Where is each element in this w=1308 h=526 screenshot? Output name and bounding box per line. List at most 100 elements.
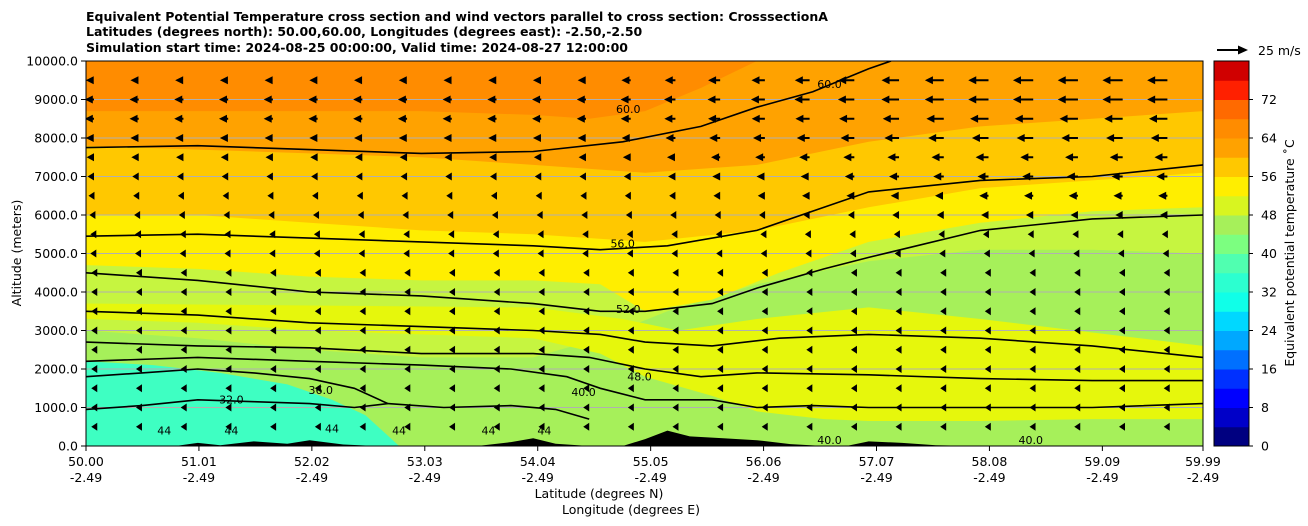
wind-arrow — [91, 268, 98, 277]
wind-arrow — [1073, 249, 1080, 258]
contour-label: 44 — [482, 424, 496, 437]
wind-arrow — [404, 288, 411, 296]
wind-arrow — [984, 422, 991, 431]
wind-arrow — [445, 172, 452, 181]
wind-arrow — [133, 191, 140, 200]
wind-arrow — [583, 403, 590, 412]
wind-arrow — [839, 114, 855, 123]
wind-arrow — [86, 114, 94, 123]
wind-arrow — [225, 326, 232, 335]
wind-arrow — [358, 249, 365, 258]
wind-arrow — [984, 326, 991, 335]
wind-arrow — [672, 422, 679, 431]
wind-arrow — [493, 288, 500, 296]
wind-arrow — [1012, 95, 1034, 104]
wind-arrow — [672, 403, 679, 412]
wind-arrow — [353, 95, 363, 104]
wind-arrow — [354, 153, 363, 162]
wind-arrow — [134, 211, 141, 219]
wind-arrow — [840, 134, 855, 142]
colorbar-segment — [1214, 369, 1249, 389]
wind-arrow — [672, 365, 679, 373]
wind-arrow — [794, 76, 810, 85]
chart-title-line-3: Simulation start time: 2024-08-25 00:00:… — [86, 40, 628, 55]
colorbar-tick-label: 40 — [1261, 246, 1277, 261]
wind-arrow — [583, 326, 590, 335]
x-tick-label-lat: 50.00 — [68, 454, 104, 469]
wind-arrow — [86, 95, 94, 104]
wind-arrow — [583, 288, 590, 296]
wind-arrow — [538, 403, 545, 412]
wind-arrow — [627, 384, 634, 393]
wind-arrow — [449, 326, 456, 335]
wind-arrow — [449, 365, 456, 373]
wind-arrow — [448, 249, 455, 258]
wind-arrow — [761, 384, 768, 393]
wind-arrow — [404, 326, 411, 335]
wind-arrow — [624, 191, 631, 200]
wind-arrow — [982, 230, 989, 239]
wind-arrow — [86, 134, 94, 142]
y-tick-label: 2000.0 — [34, 362, 78, 377]
wind-arrow — [577, 76, 586, 85]
contour-60.0 — [86, 61, 892, 155]
wind-arrow — [1074, 268, 1081, 277]
wind-arrow — [761, 326, 768, 335]
wind-arrow — [269, 249, 276, 258]
wind-arrow — [314, 422, 321, 431]
wind-arrow — [627, 365, 634, 373]
wind-arrow — [576, 95, 586, 104]
wind-arrow — [446, 191, 453, 200]
wind-arrow — [449, 403, 456, 412]
wind-arrow — [627, 345, 634, 354]
wind-arrow — [1016, 134, 1034, 142]
wind-arrow — [1160, 211, 1168, 219]
wind-arrow — [1156, 172, 1168, 181]
wind-arrow — [1115, 211, 1123, 219]
wind-arrow — [534, 172, 542, 181]
wind-arrow — [981, 211, 989, 219]
x-tick-label-lon: -2.49 — [183, 470, 215, 485]
x-tick-label-lat: 59.09 — [1084, 454, 1120, 469]
wind-arrow — [135, 403, 142, 412]
wind-arrow — [268, 211, 275, 219]
wind-arrow — [397, 114, 408, 123]
wind-arrow — [984, 403, 991, 412]
wind-arrow — [806, 365, 813, 373]
wind-arrow — [804, 230, 811, 239]
wind-arrow — [627, 288, 634, 296]
wind-arrow — [443, 76, 452, 85]
wind-arrow — [1074, 307, 1081, 316]
wind-arrow — [175, 76, 184, 85]
wind-arrow — [926, 114, 944, 123]
wind-arrow — [404, 403, 411, 412]
wind-arrow — [359, 345, 366, 354]
wind-arrow — [621, 134, 630, 142]
wind-arrow — [580, 191, 587, 200]
wind-arrow — [179, 230, 186, 239]
colorbar-segment — [1214, 157, 1249, 177]
wind-arrow — [488, 134, 497, 142]
wind-arrow — [135, 384, 142, 393]
x-tick-label-lat: 55.05 — [633, 454, 669, 469]
colorbar-segment — [1214, 138, 1249, 158]
wind-arrow — [91, 384, 98, 393]
wind-arrow — [263, 95, 273, 104]
wind-arrow — [887, 153, 900, 162]
wind-arrow — [672, 326, 679, 335]
wind-arrow — [359, 422, 366, 431]
wind-arrow — [314, 345, 321, 354]
wind-arrow — [881, 76, 900, 85]
wind-arrow — [761, 288, 768, 296]
wind-arrow — [850, 345, 857, 354]
terrain-layer — [86, 430, 1203, 446]
wind-arrow — [1029, 422, 1036, 431]
wind-arrow — [91, 422, 98, 431]
contour-label: 44 — [325, 423, 339, 436]
colorbar-tick-label: 8 — [1261, 400, 1269, 415]
wind-arrow — [984, 307, 991, 316]
wind-arrow — [983, 249, 990, 258]
wind-arrow — [672, 268, 679, 277]
wind-arrow — [576, 114, 586, 123]
wind-arrow — [751, 114, 765, 123]
